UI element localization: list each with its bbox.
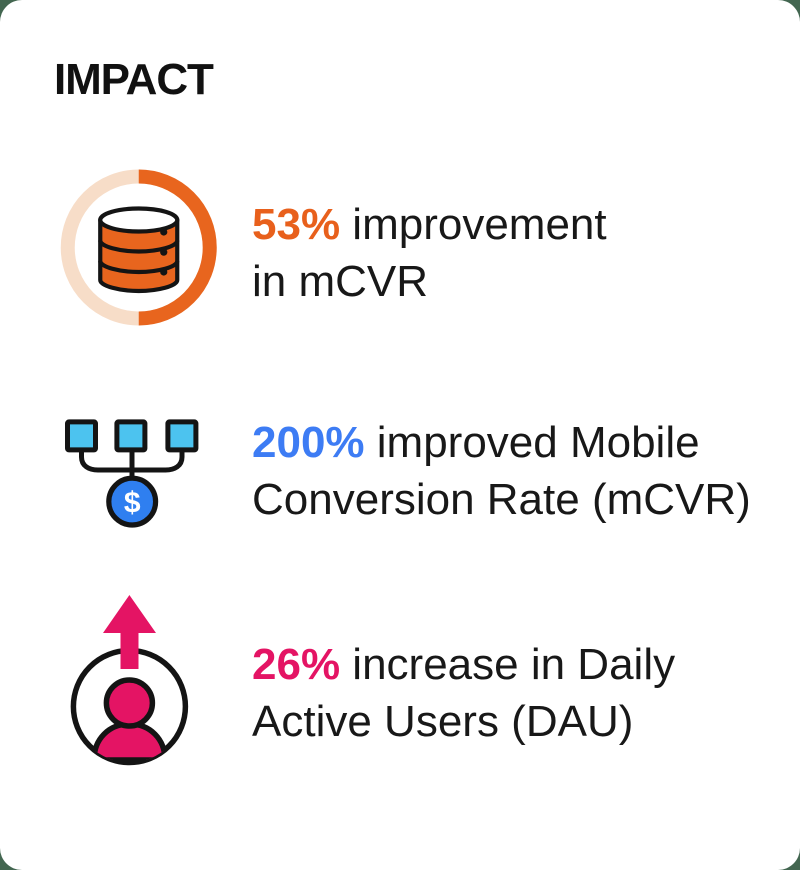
svg-text:$: $ — [124, 486, 141, 519]
